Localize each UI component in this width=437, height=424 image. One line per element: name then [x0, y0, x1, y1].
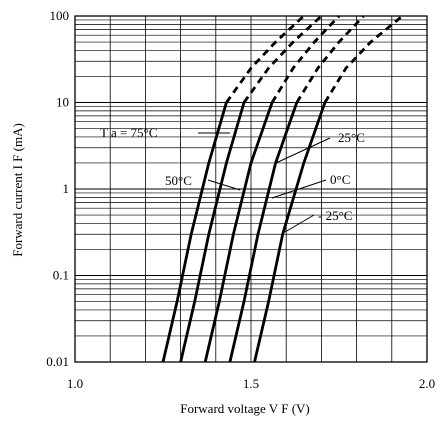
- curve-label-leader: [207, 179, 241, 191]
- curve-label-leader: [271, 179, 327, 199]
- y-tick-label: 100: [50, 8, 70, 23]
- y-tick-label: 0.1: [53, 268, 69, 283]
- series-2-solid-line: [203, 102, 274, 363]
- y-tick-label: 1: [63, 181, 70, 196]
- series-4-dashed-line: [323, 14, 404, 104]
- x-tick-label: 2.0: [419, 376, 435, 391]
- curve-label: 50°C: [165, 173, 192, 188]
- curve-label: 0°C: [330, 172, 350, 187]
- curve-labels: T a = 75°C 25°C 50°C 0°C - 25°C: [100, 125, 365, 233]
- curve-label: - 25°C: [318, 208, 352, 223]
- x-axis-label: Forward voltage V F (V): [180, 401, 310, 416]
- grid: [74, 15, 428, 363]
- series-0-dashed-line: [225, 14, 305, 104]
- y-tick-label: 0.01: [46, 354, 69, 369]
- curve-label-leader: [275, 137, 331, 164]
- y-axis-label: Forward current I F (mA): [10, 123, 25, 257]
- curve-label: T a = 75°C: [100, 125, 157, 140]
- curve-label: 25°C: [338, 130, 365, 145]
- curves: [161, 14, 404, 363]
- curve-label-leader: [284, 214, 315, 233]
- tick-labels: 1.0 1.5 2.0 0.01 0.1 1 10 100: [46, 8, 435, 391]
- series-0-solid-line: [161, 102, 228, 363]
- series-4-solid-line: [253, 102, 327, 363]
- x-tick-label: 1.5: [243, 376, 259, 391]
- series-3-solid-line: [228, 102, 299, 363]
- series-1-dashed-line: [242, 14, 323, 104]
- series-1-solid-line: [179, 102, 246, 363]
- x-tick-label: 1.0: [67, 376, 83, 391]
- y-tick-label: 10: [56, 95, 69, 110]
